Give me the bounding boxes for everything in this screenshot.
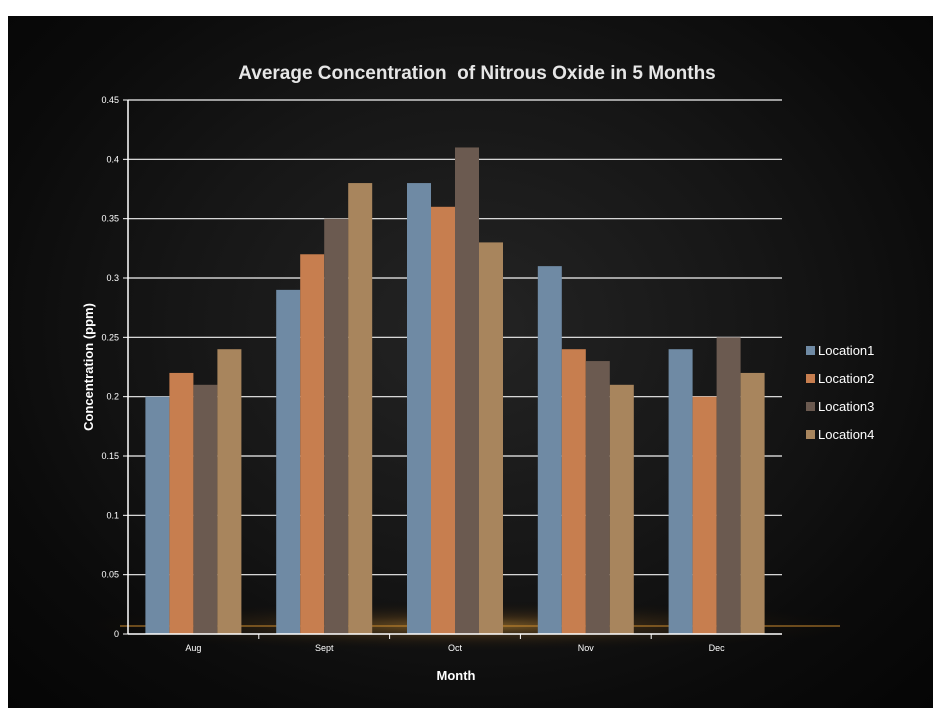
x-tick-label: Sept: [315, 643, 334, 653]
axes: [127, 100, 782, 635]
chart-title: Average Concentration of Nitrous Oxide i…: [238, 63, 716, 84]
x-tick-label: Dec: [709, 643, 726, 653]
legend-label: Location2: [818, 371, 874, 386]
x-tick-label: Nov: [578, 643, 595, 653]
y-tick-label: 0.3: [106, 273, 119, 283]
bar-location1-oct: [407, 183, 431, 635]
y-tick-label: 0.15: [101, 451, 119, 461]
bar-location2-dec: [692, 396, 717, 634]
y-tick-label: 0.05: [101, 570, 119, 580]
bar-location3-aug: [193, 384, 218, 634]
x-tick-label: Aug: [185, 643, 201, 653]
bar-location3-dec: [716, 337, 741, 634]
legend: Location1 Location2 Location3 Location4: [806, 343, 874, 442]
bar-location3-sept: [324, 218, 349, 634]
bar-location2-oct: [431, 206, 455, 635]
y-tick-label: 0.35: [101, 214, 119, 224]
legend-label: Location4: [818, 427, 874, 442]
bar-location2-aug: [169, 372, 194, 634]
bar-location3-nov: [585, 361, 610, 634]
legend-swatch: [806, 346, 815, 355]
bar-location2-sept: [300, 254, 325, 634]
x-tick-label: Oct: [448, 643, 463, 653]
legend-label: Location3: [818, 399, 874, 414]
x-tick-labels: Aug Sept Oct Nov Dec: [185, 634, 725, 653]
legend-swatch: [806, 430, 815, 439]
bar-location3-oct: [455, 147, 479, 634]
bar-location4-dec: [740, 372, 765, 634]
y-axis-title: Concentration (ppm): [81, 303, 96, 431]
y-tick-label: 0.1: [106, 510, 119, 520]
y-tick-label: 0.45: [101, 95, 119, 105]
bar-location1-dec: [668, 349, 693, 634]
bar-location2-nov: [561, 349, 586, 634]
y-tick-label: 0.25: [101, 332, 119, 342]
bar-location1-nov: [537, 266, 562, 634]
y-tick-label: 0.4: [106, 154, 119, 164]
bar-location4-nov: [609, 384, 634, 634]
bar-location4-oct: [479, 242, 503, 634]
bar-location4-aug: [217, 349, 242, 634]
bar-location1-sept: [276, 289, 301, 634]
y-tick-label: 0: [114, 629, 119, 639]
x-axis-title: Month: [437, 668, 476, 683]
bar-location4-sept: [348, 183, 373, 635]
bar-location1-aug: [145, 396, 170, 634]
y-tick-labels: 0 0.05 0.1 0.15 0.2 0.25 0.3 0.35 0.4 0.45: [101, 95, 119, 639]
legend-label: Location1: [818, 343, 874, 358]
bars: [145, 147, 765, 635]
legend-swatch: [806, 402, 815, 411]
y-tick-label: 0.2: [106, 392, 119, 402]
legend-swatch: [806, 374, 815, 383]
